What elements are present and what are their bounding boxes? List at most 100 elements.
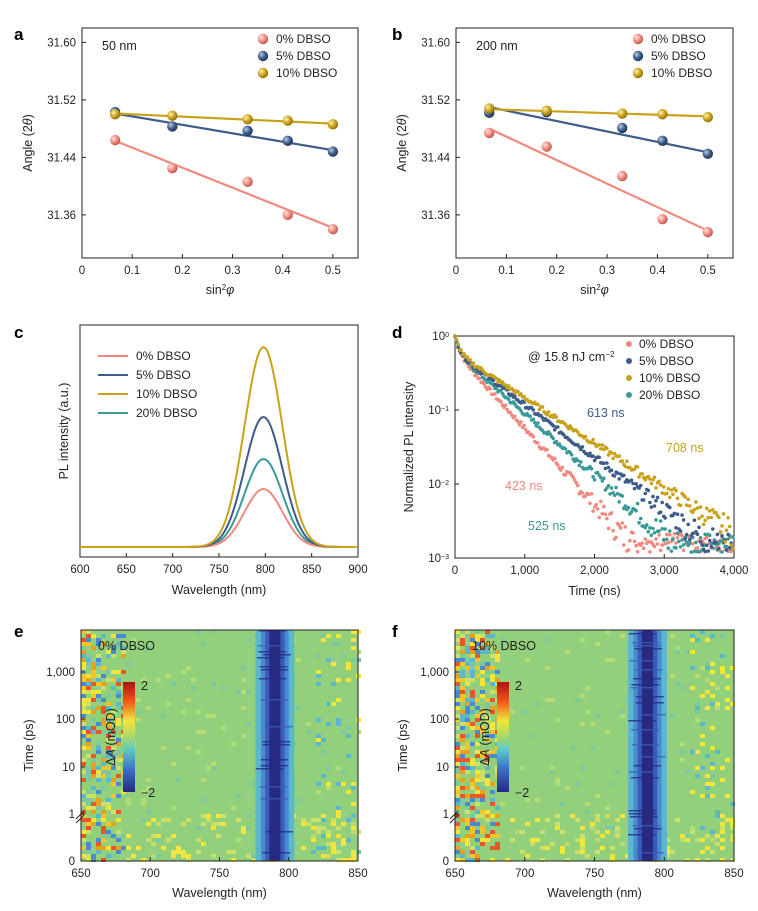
heatmap-cell [455, 850, 460, 854]
bleach-streak [632, 825, 661, 827]
heatmap-cell [81, 798, 86, 802]
data-point [730, 546, 735, 551]
heatmap-cell [465, 810, 470, 814]
data-point [671, 537, 675, 542]
colorbar-max-label: 2 [515, 679, 522, 693]
heatmap-cell [221, 822, 226, 826]
legend-label-3: 20% DBSO [136, 406, 197, 420]
data-point [657, 135, 668, 147]
heatmap-cell [106, 770, 111, 774]
x-tick-label: 850 [724, 868, 743, 880]
heatmap-cell [610, 826, 615, 830]
data-point [692, 507, 697, 512]
bleach-streak [262, 852, 291, 854]
spectrum-line-2 [80, 345, 358, 548]
y-tick-label: 31.60 [421, 37, 450, 49]
heatmap-cell [485, 734, 490, 738]
heatmap-cell [101, 730, 106, 734]
heatmap-cell [181, 822, 186, 826]
data-point [720, 524, 724, 528]
heatmap-cell [111, 686, 116, 690]
x-tick-label: 800 [256, 564, 275, 576]
heatmap-cell [470, 758, 475, 762]
heatmap-cell [201, 798, 206, 802]
data-point [668, 532, 672, 537]
heatmap-cell [91, 674, 96, 678]
heatmap-cell [316, 782, 321, 786]
data-point [695, 506, 700, 510]
heatmap-cell [625, 646, 630, 650]
heatmap-cell [580, 722, 585, 726]
heatmap-cell [81, 846, 86, 850]
bleach-streak [258, 645, 286, 647]
data-point [282, 115, 293, 126]
x-tick-label: 850 [348, 868, 367, 880]
heatmap-cell [351, 858, 356, 862]
heatmap-cell [545, 638, 550, 642]
heatmap-cell [710, 694, 715, 698]
data-point [611, 528, 615, 533]
heatmap-cell [475, 802, 480, 806]
heatmap-cell [91, 766, 96, 770]
heatmap-cell [580, 838, 585, 842]
heatmap-cell [485, 678, 490, 682]
heatmap-cell [470, 794, 475, 798]
data-point [592, 441, 597, 446]
data-point [691, 542, 695, 546]
heatmap-cell [570, 814, 575, 818]
heatmap-cell [720, 838, 725, 842]
heatmap-cell [490, 798, 495, 802]
heatmap-cell [346, 818, 351, 822]
heatmap-cell [211, 826, 216, 830]
heatmap-cell [455, 690, 460, 694]
heatmap-cell [535, 838, 540, 842]
heatmap-cell [465, 746, 470, 750]
heatmap-cell [480, 666, 485, 670]
data-point [651, 494, 655, 499]
data-point [652, 475, 657, 480]
heatmap-cell [695, 858, 700, 862]
heatmap-cell [86, 822, 91, 826]
heatmap-cell [196, 826, 201, 830]
heatmap-cell [695, 718, 700, 722]
heatmap-cell [341, 822, 346, 826]
legend-marker-2 [626, 375, 632, 381]
data-point [482, 382, 487, 387]
heatmap-cell [520, 710, 525, 714]
heatmap-cell [201, 730, 206, 734]
heatmap-cell [720, 666, 725, 670]
heatmap-cell [605, 830, 610, 834]
heatmap-cell [116, 694, 121, 698]
heatmap-cell [331, 842, 336, 846]
data-point [720, 550, 724, 554]
heatmap-cell [91, 698, 96, 702]
heatmap-cell [520, 766, 525, 770]
heatmap-cell [545, 698, 550, 702]
heatmap-cell [336, 850, 341, 854]
legend-marker-0 [632, 33, 644, 45]
heatmap-cell [490, 734, 495, 738]
heatmap-cell [710, 662, 715, 666]
data-point [579, 447, 583, 452]
data-point [638, 516, 643, 521]
heatmap-cell [91, 690, 96, 694]
heatmap-cell [296, 798, 301, 802]
heatmap-cell [480, 838, 485, 842]
heatmap-cell [91, 762, 96, 766]
heatmap-cell [720, 822, 725, 826]
heatmap-cell [81, 734, 86, 738]
heatmap-cell [176, 778, 181, 782]
heatmap-cell [81, 694, 86, 698]
data-point [668, 495, 672, 500]
data-point [694, 500, 698, 504]
heatmap-cell [685, 770, 690, 774]
heatmap-cell [301, 846, 306, 850]
data-point [680, 513, 684, 517]
heatmap-cell [490, 670, 495, 674]
heatmap-cell [685, 858, 690, 862]
heatmap-cell [615, 826, 620, 830]
heatmap-cell [196, 710, 201, 714]
heatmap-cell [101, 786, 106, 790]
data-point [499, 389, 503, 393]
heatmap-cell [346, 662, 351, 666]
